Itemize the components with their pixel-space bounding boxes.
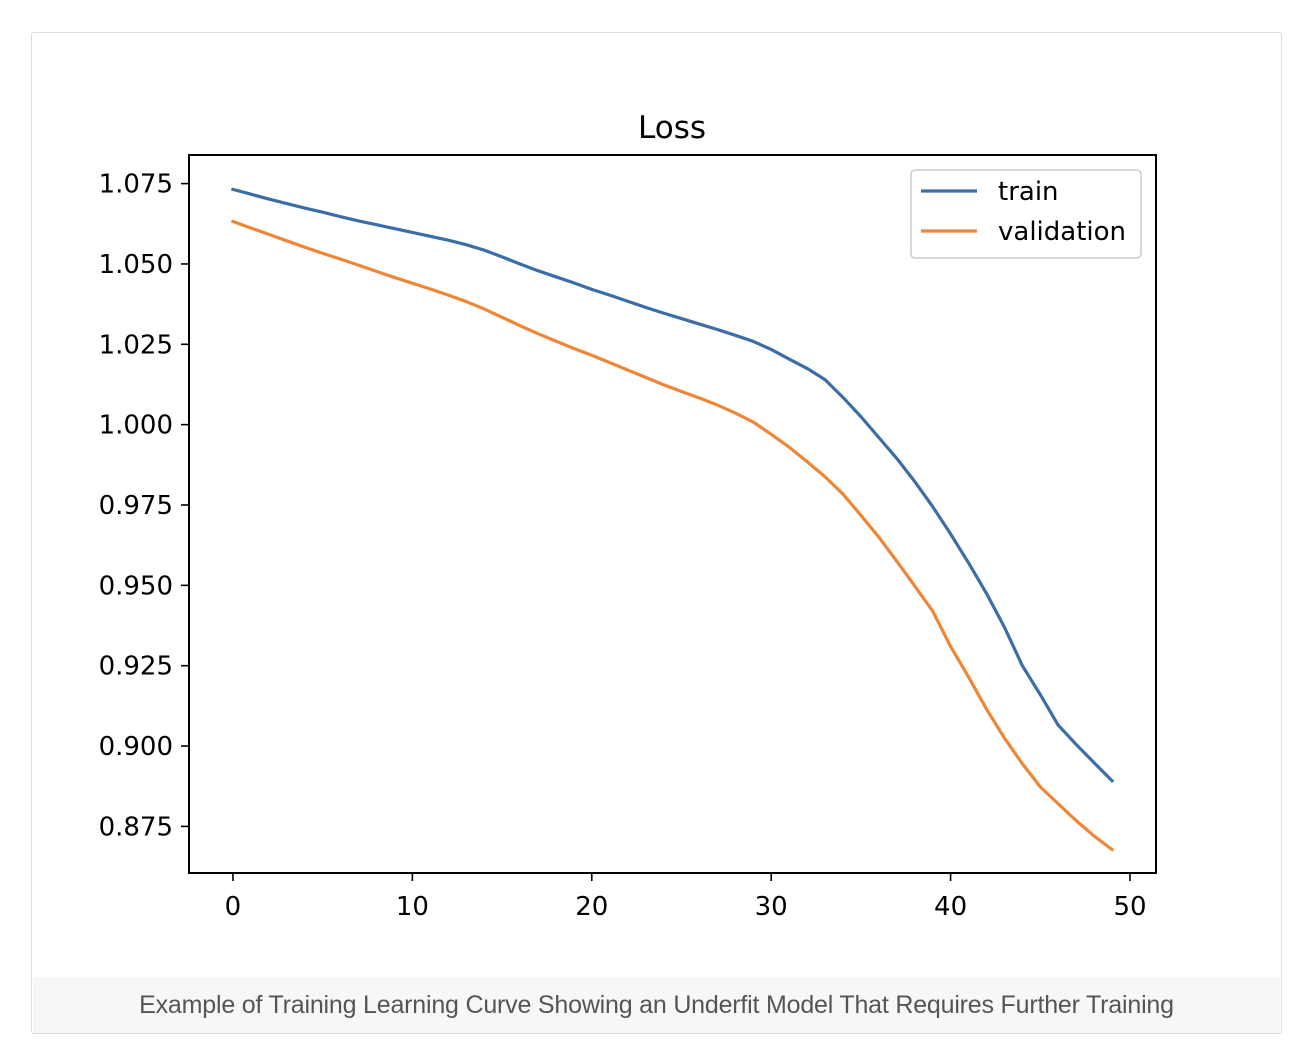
y-tick-label: 0.950 xyxy=(99,571,173,601)
figure-caption: Example of Training Learning Curve Showi… xyxy=(139,990,1174,1019)
x-tick-label: 20 xyxy=(575,892,608,922)
y-tick-label: 1.000 xyxy=(99,411,173,441)
plot-frame xyxy=(188,154,1157,874)
y-tick-label: 0.875 xyxy=(99,812,173,842)
y-tick-label: 1.075 xyxy=(99,170,173,200)
y-tick-label: 1.025 xyxy=(99,330,173,360)
y-tick-label: 1.050 xyxy=(99,250,173,280)
x-tick-label: 30 xyxy=(755,892,788,922)
axes-layer: 0 10 20 30 40 50 0.875 0.900 0.925 0.950 0.975 1.00… xyxy=(99,154,1157,922)
legend: train validation xyxy=(910,169,1142,259)
y-tick-label: 0.900 xyxy=(99,732,173,762)
legend-label-train: train xyxy=(998,177,1059,207)
chart-title: Loss xyxy=(638,110,706,146)
x-tick-label: 50 xyxy=(1113,892,1146,922)
legend-label-validation: validation xyxy=(998,217,1126,247)
series-layer xyxy=(230,187,1115,852)
y-tick-label: 0.925 xyxy=(99,652,173,682)
x-tick-label: 40 xyxy=(934,892,967,922)
caption-bar: Example of Training Learning Curve Showi… xyxy=(33,977,1280,1033)
series-line-train xyxy=(230,187,1115,784)
series-line-validation xyxy=(230,219,1115,852)
y-tick-label: 0.975 xyxy=(99,491,173,521)
x-tick-label: 10 xyxy=(396,892,429,922)
x-tick-label: 0 xyxy=(225,892,242,922)
